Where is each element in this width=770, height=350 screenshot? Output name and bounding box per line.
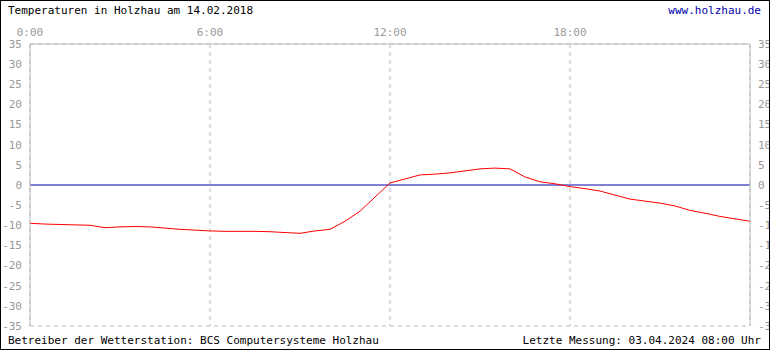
svg-text:5: 5 bbox=[758, 159, 762, 172]
svg-text:-10: -10 bbox=[758, 219, 762, 232]
svg-text:-10: -10 bbox=[8, 219, 22, 232]
svg-text:0: 0 bbox=[758, 179, 762, 192]
svg-text:15: 15 bbox=[9, 118, 22, 131]
html-text:Betreiber der Wetterstation: B: Betreiber der Wetterstation: BCS Compute… bbox=[8, 334, 379, 347]
svg-text:0:00: 0:00 bbox=[16, 26, 44, 39]
svg-text:10: 10 bbox=[758, 139, 762, 152]
svg-text:-5: -5 bbox=[9, 199, 22, 212]
html-text:Letzte Messung: 03.04.2024 08:: Letzte Messung: 03.04.2024 08:00 Uhr bbox=[522, 334, 761, 347]
svg-text:5: 5 bbox=[15, 159, 22, 172]
svg-text:30: 30 bbox=[9, 58, 22, 71]
svg-text:-20: -20 bbox=[758, 259, 762, 272]
html-text:Temperaturen in Holzhau am 14.: Temperaturen in Holzhau am 14.02.2018 bbox=[8, 4, 253, 17]
svg-text:-35: -35 bbox=[758, 320, 762, 333]
svg-text:30: 30 bbox=[758, 58, 762, 71]
svg-text:-30: -30 bbox=[8, 300, 22, 313]
svg-text:35: 35 bbox=[758, 38, 762, 51]
svg-text:-15: -15 bbox=[758, 239, 762, 252]
svg-text:12:00: 12:00 bbox=[373, 26, 406, 39]
svg-text:10: 10 bbox=[9, 139, 22, 152]
svg-text:-5: -5 bbox=[758, 199, 762, 212]
svg-text:25: 25 bbox=[758, 78, 762, 91]
svg-text:35: 35 bbox=[9, 38, 22, 51]
svg-text:-25: -25 bbox=[8, 280, 22, 293]
svg-text:6:00: 6:00 bbox=[197, 26, 224, 39]
svg-text:-25: -25 bbox=[758, 280, 762, 293]
svg-text:-20: -20 bbox=[8, 259, 22, 272]
html-text:www.holzhau.de: www.holzhau.de bbox=[668, 4, 761, 17]
svg-text:20: 20 bbox=[9, 98, 22, 111]
svg-text:-15: -15 bbox=[8, 239, 22, 252]
svg-text:0: 0 bbox=[15, 179, 22, 192]
svg-text:20: 20 bbox=[758, 98, 762, 111]
svg-text:25: 25 bbox=[9, 78, 22, 91]
svg-text:18:00: 18:00 bbox=[553, 26, 586, 39]
svg-text:-35: -35 bbox=[8, 320, 22, 333]
svg-text:15: 15 bbox=[758, 118, 762, 131]
svg-text:-30: -30 bbox=[758, 300, 762, 313]
